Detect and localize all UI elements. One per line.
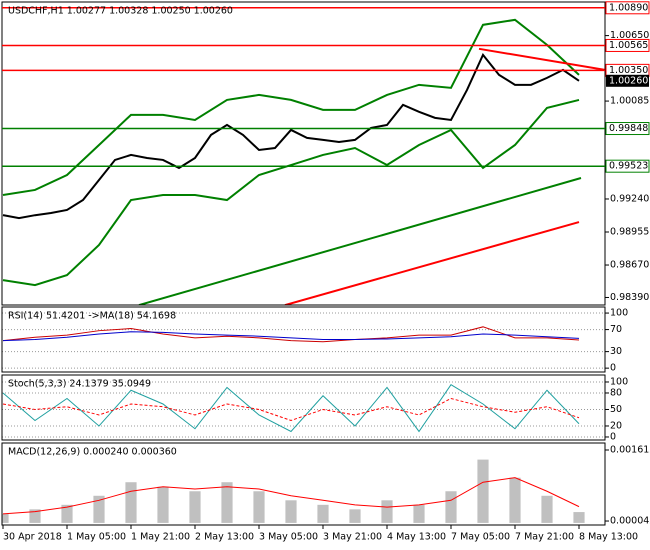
y-tick-label: 0.99240 <box>610 193 649 204</box>
panel-title: MACD(12,26,9) 0.000240 0.000360 <box>8 447 177 458</box>
histogram-bar <box>253 491 265 523</box>
x-tick-label: 30 Apr 2018 <box>3 532 62 543</box>
histogram-bar <box>477 459 489 523</box>
histogram-bar <box>285 500 297 523</box>
level-label: 0.99523 <box>609 161 648 172</box>
x-tick-label: 8 May 13:00 <box>579 532 638 543</box>
histogram-bar <box>317 504 329 523</box>
last-price-box <box>606 74 649 87</box>
histogram-bar <box>445 491 457 523</box>
panel-title: USDCHF,H1 1.00277 1.00328 1.00250 1.0026… <box>8 6 233 17</box>
series-line <box>138 177 582 305</box>
histogram-bar <box>125 482 137 523</box>
y-tick-label: 50 <box>610 404 622 415</box>
histogram-bar <box>349 509 361 523</box>
panel-title: Stoch(5,3,3) 24.1379 35.0949 <box>8 379 151 390</box>
panel <box>2 312 605 369</box>
y-tick-label: 1.00650 <box>610 30 649 41</box>
level-label: 0.99848 <box>609 123 648 134</box>
level-box <box>605 38 650 52</box>
histogram-bar <box>413 504 425 523</box>
level-box <box>605 122 650 136</box>
last-price-label: 1.00260 <box>609 75 648 86</box>
panel <box>2 381 605 438</box>
series-line <box>478 47 605 71</box>
x-tick-label: 2 May 13:00 <box>195 532 254 543</box>
panel <box>2 18 605 305</box>
panel-frame <box>1 442 606 526</box>
series-line <box>284 221 580 305</box>
series-line <box>2 477 580 515</box>
x-tick-label: 4 May 13:00 <box>387 532 446 543</box>
y-tick-label: 0.001612 <box>610 445 650 456</box>
y-tick-label: 100 <box>610 308 628 319</box>
histogram-bar <box>93 495 105 523</box>
x-tick-label: 7 May 21:00 <box>515 532 574 543</box>
histogram-bar <box>189 491 201 523</box>
x-tick-label: 3 May 21:00 <box>323 532 382 543</box>
histogram-bar <box>509 477 521 523</box>
x-tick-label: 7 May 05:00 <box>451 532 510 543</box>
panel <box>2 459 585 523</box>
y-tick-label: 0 <box>610 363 616 374</box>
y-tick-label: 1.00085 <box>610 96 649 107</box>
level-label: 1.00890 <box>609 2 648 13</box>
histogram-bar <box>157 486 169 523</box>
level-label: 1.00565 <box>609 40 648 51</box>
histogram-bar <box>221 482 233 523</box>
level-label: 1.00350 <box>609 65 648 76</box>
x-tick-label: 1 May 05:00 <box>67 532 126 543</box>
histogram-bar <box>381 500 393 523</box>
x-tick-label: 3 May 05:00 <box>259 532 318 543</box>
series-line <box>2 397 580 422</box>
series-line <box>2 384 580 433</box>
histogram-bar <box>2 513 9 523</box>
panel-frame <box>1 374 606 441</box>
y-tick-label: 0.98670 <box>610 260 649 271</box>
level-box <box>605 1 650 15</box>
panel-frame <box>1 306 606 373</box>
histogram-bar <box>61 504 73 523</box>
panel-frame <box>1 1 606 306</box>
y-tick-label: 20 <box>610 420 622 431</box>
series-line <box>2 52 580 220</box>
y-tick-label: 80 <box>610 387 622 398</box>
y-tick-label: 30 <box>610 346 622 357</box>
histogram-bar <box>541 495 553 523</box>
series-line <box>2 98 580 287</box>
series-line <box>2 18 580 197</box>
level-box <box>605 159 650 173</box>
y-tick-label: 0.98390 <box>610 292 649 303</box>
histogram-bar <box>29 509 41 523</box>
panel-title: RSI(14) 51.4201 ->MA(18) 54.1698 <box>8 311 176 322</box>
y-tick-label: 0.000042 <box>610 516 650 527</box>
y-tick-label: 100 <box>610 376 628 387</box>
y-tick-label: 0.98955 <box>610 227 649 238</box>
series-line <box>2 326 580 343</box>
histogram-bar <box>573 512 585 523</box>
y-tick-label: 70 <box>610 324 622 335</box>
series-line <box>2 331 580 342</box>
x-tick-label: 1 May 21:00 <box>131 532 190 543</box>
y-tick-label: 0 <box>610 431 616 442</box>
